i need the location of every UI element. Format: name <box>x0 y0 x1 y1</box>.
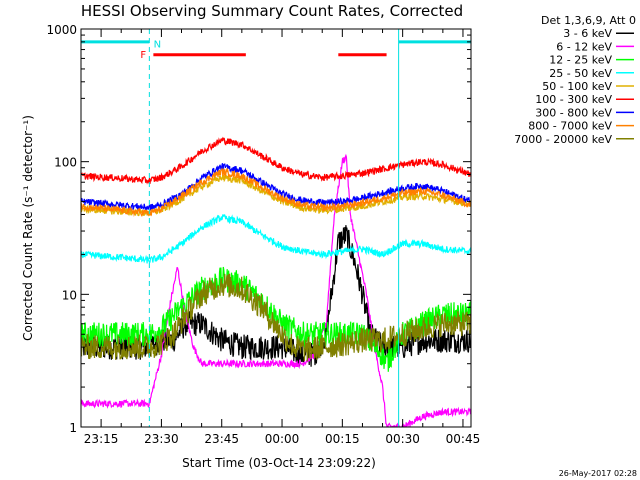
generation-timestamp: 26-May-2017 02:28 <box>559 469 637 478</box>
annotation-text: N <box>154 39 161 50</box>
legend-label: 6 - 12 keV <box>556 40 612 53</box>
x-tick-label: 00:45 <box>446 432 481 446</box>
series-line <box>81 266 471 372</box>
x-tick-label: 00:15 <box>325 432 360 446</box>
legend-label: 300 - 800 keV <box>535 106 612 119</box>
series-1 <box>81 153 471 427</box>
x-tick-label: 23:45 <box>204 432 239 446</box>
x-tick-label: 23:15 <box>84 432 119 446</box>
series-7 <box>81 167 471 218</box>
legend-label: 3 - 6 keV <box>563 27 612 40</box>
annotation-text: F <box>140 50 146 61</box>
axis-ticks: 23:15 23:30 23:45 00:00 00:15 00:30 00:45 1 10 10… <box>46 23 480 446</box>
legend-title: Det 1,3,6,9, Att 0 <box>541 14 636 27</box>
y-tick-label: 100 <box>54 156 77 170</box>
series-3 <box>81 214 471 264</box>
series-2 <box>81 266 471 372</box>
y-axis-label: Corrected Count Rate (s⁻¹ detector⁻¹) <box>21 115 35 341</box>
annotation-layer: FN <box>81 29 472 427</box>
series-line <box>81 225 471 367</box>
y-tick-label: 1000 <box>46 23 77 37</box>
legend-label: 25 - 50 keV <box>549 67 612 80</box>
y-tick-label: 10 <box>62 288 77 302</box>
plot-frame <box>80 28 472 428</box>
series-layer <box>81 136 471 427</box>
x-tick-label: 00:00 <box>265 432 300 446</box>
x-tick-label: 23:30 <box>144 432 179 446</box>
series-5 <box>81 136 471 185</box>
series-line <box>81 214 471 264</box>
legend-label: 100 - 300 keV <box>535 93 612 106</box>
legend-label: 800 - 7000 keV <box>528 120 612 133</box>
series-line <box>81 163 471 212</box>
chart-title: HESSI Observing Summary Count Rates, Cor… <box>81 2 463 20</box>
x-axis-label: Start Time (03-Oct-14 23:09:22) <box>182 456 376 470</box>
legend-label: 12 - 25 keV <box>549 54 612 67</box>
series-line <box>81 167 471 218</box>
legend-label: 50 - 100 keV <box>542 80 612 93</box>
series-line <box>81 136 471 185</box>
x-tick-label: 00:30 <box>385 432 420 446</box>
series-8 <box>81 273 471 362</box>
y-tick-label: 1 <box>69 421 77 435</box>
series-0 <box>81 225 471 367</box>
series-line <box>81 153 471 427</box>
series-line <box>81 273 471 362</box>
series-6 <box>81 163 471 212</box>
legend-label: 7000 - 20000 keV <box>514 133 612 146</box>
